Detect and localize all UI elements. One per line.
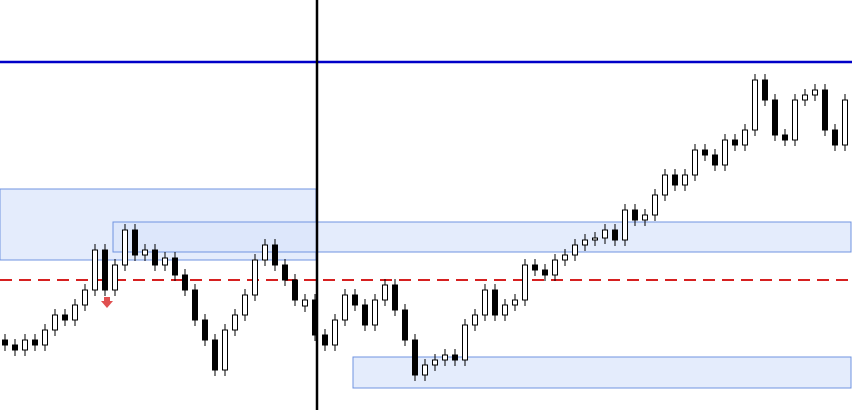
candle-body [232, 314, 238, 331]
candle-body [172, 257, 178, 276]
candle-body [652, 194, 658, 216]
zone [112, 221, 852, 253]
candle-body [682, 174, 688, 186]
candle-body [582, 239, 588, 246]
candle-body [712, 154, 718, 166]
candle-body [72, 304, 78, 321]
candle-body [792, 99, 798, 141]
candle-body [52, 314, 58, 331]
candle-body [482, 289, 488, 316]
candle-body [842, 99, 848, 146]
candle-body [182, 274, 188, 291]
candle-body [742, 129, 748, 146]
candle-body [752, 79, 758, 131]
candle-body [642, 214, 648, 221]
candle-body [422, 364, 428, 376]
candle-body [132, 229, 138, 256]
candle-body [662, 174, 668, 196]
candle-body [512, 299, 518, 306]
candle-body [342, 294, 348, 321]
candle-body [822, 89, 828, 131]
candle-body [492, 289, 498, 316]
candle-body [22, 339, 28, 351]
candle-body [532, 264, 538, 271]
candle-body [222, 329, 228, 371]
candle-body [322, 334, 328, 346]
candle-body [802, 94, 808, 101]
candle-body [282, 264, 288, 281]
candle-body [212, 339, 218, 371]
candle-body [672, 174, 678, 186]
candle-body [592, 237, 598, 241]
candle-body [702, 149, 708, 156]
candle-body [432, 359, 438, 366]
candle-body [2, 339, 8, 346]
candle-body [152, 249, 158, 266]
candle-body [192, 289, 198, 321]
candle-body [442, 354, 448, 361]
candle-body [12, 344, 18, 351]
candle-body [242, 294, 248, 316]
candle-body [372, 299, 378, 326]
candle-body [412, 339, 418, 376]
candle-body [92, 249, 98, 291]
candle-body [102, 249, 108, 291]
candle-body [352, 294, 358, 306]
candle-body [302, 299, 308, 307]
candle-body [472, 314, 478, 326]
candle-body [82, 289, 88, 306]
candle-body [762, 79, 768, 101]
candle-body [252, 259, 258, 296]
candle-body [632, 209, 638, 221]
candle-body [732, 139, 738, 146]
candle-body [122, 229, 128, 266]
candle-body [572, 244, 578, 256]
candle-body [142, 249, 148, 256]
candle-body [462, 324, 468, 361]
levels [0, 60, 852, 281]
candle-body [272, 244, 278, 266]
candle-body [262, 244, 268, 261]
candle-body [612, 229, 618, 241]
candle-body [812, 89, 818, 96]
candle-body [562, 254, 568, 261]
candle-body [772, 99, 778, 136]
candle-body [402, 309, 408, 341]
candle-body [382, 284, 388, 301]
candle-body [392, 284, 398, 311]
candle-body [522, 264, 528, 301]
candle-body [362, 304, 368, 326]
candle-body [112, 264, 118, 291]
candle-body [62, 314, 68, 321]
candle-body [452, 354, 458, 361]
candle-body [782, 134, 788, 141]
candle-body [542, 269, 548, 276]
candle-body [602, 229, 608, 239]
candle-body [722, 139, 728, 166]
candle-body [42, 329, 48, 346]
candle-body [552, 259, 558, 276]
sell-arrow [101, 297, 113, 308]
candles [2, 74, 848, 381]
candle-body [162, 257, 168, 266]
candle-body [202, 319, 208, 341]
candle-body [32, 339, 38, 346]
candle-body [502, 304, 508, 316]
zones [0, 188, 852, 389]
candle-body [622, 209, 628, 241]
candle-body [332, 319, 338, 346]
candle-body [692, 149, 698, 176]
candle-body [292, 279, 298, 301]
candle-body [832, 129, 838, 146]
